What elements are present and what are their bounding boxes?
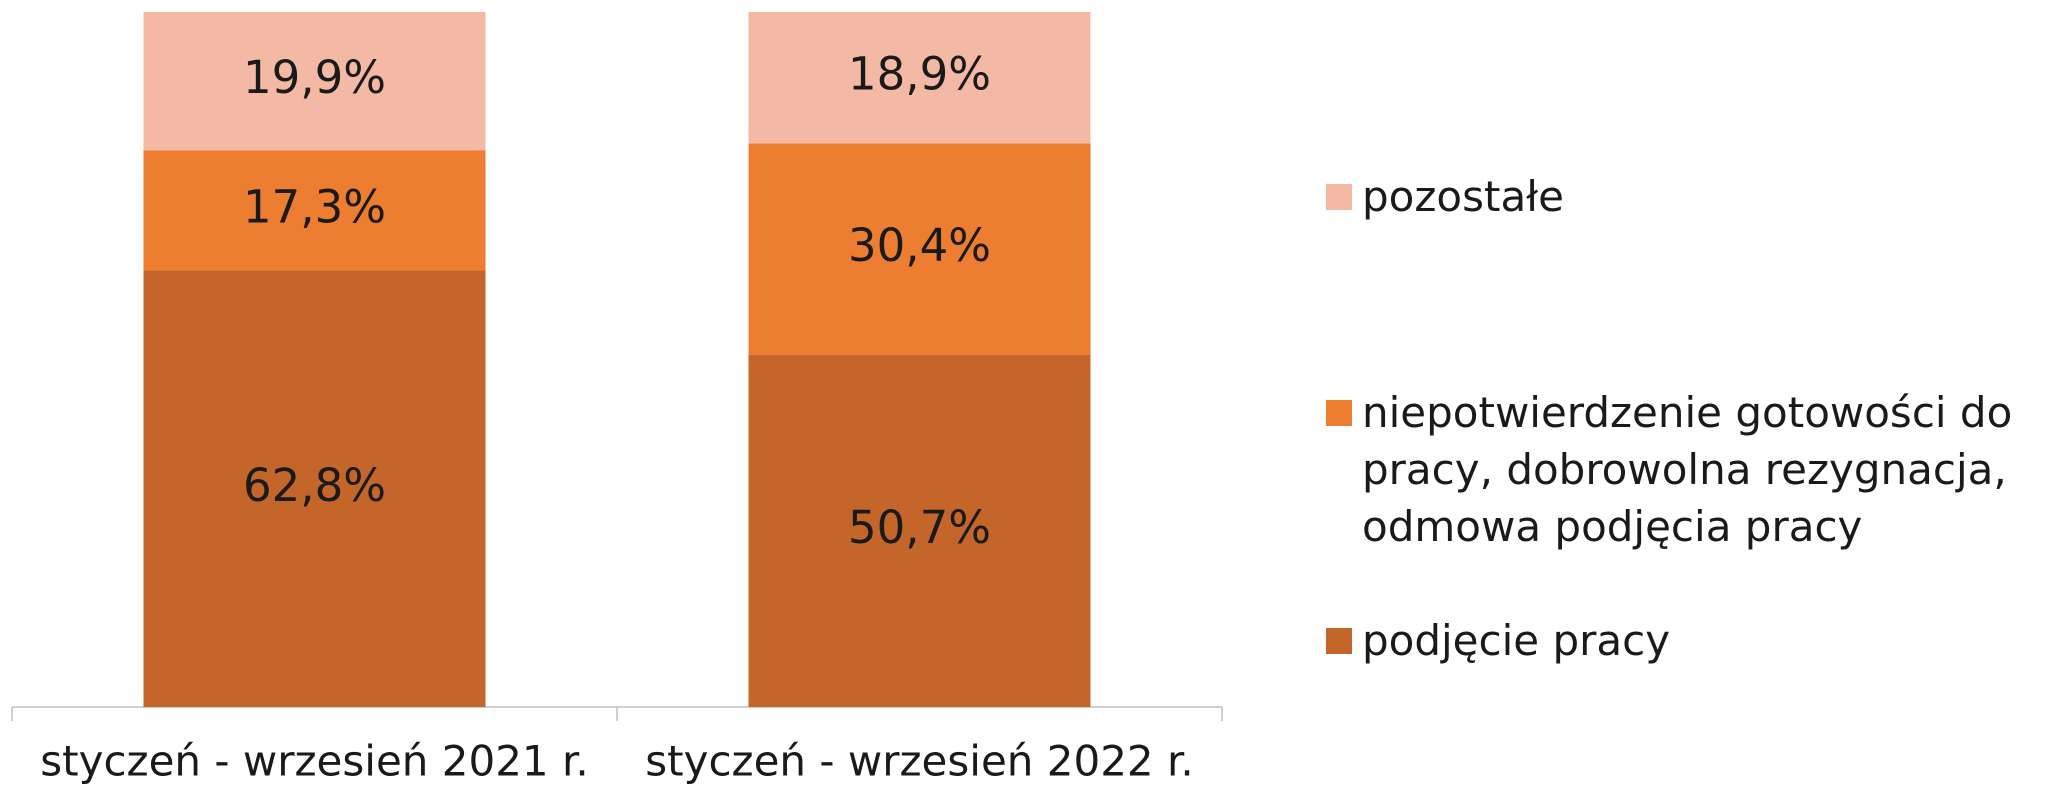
legend-label: pozostałe: [1362, 172, 1564, 221]
data-label: 30,4%: [848, 219, 991, 272]
legend-item: pozostałe: [1326, 168, 2026, 225]
x-tick-label: styczeń - wrzesień 2022 r.: [645, 737, 1194, 786]
legend-label: podjęcie pracy: [1362, 616, 1671, 665]
data-label: 50,7%: [848, 501, 991, 554]
legend-item: niepotwierdzenie gotowości do pracy, dob…: [1326, 384, 2026, 555]
legend-swatch: [1326, 184, 1352, 210]
bar-segment: [748, 143, 1091, 355]
legend-swatch: [1326, 628, 1352, 654]
data-label: 19,9%: [243, 51, 386, 104]
data-label: 62,8%: [243, 459, 386, 512]
chart: styczeń - wrzesień 2021 r. 62,8% 17,3% 19,9…: [11, 12, 1223, 786]
legend-label: niepotwierdzenie gotowości do pracy, dob…: [1362, 388, 2013, 551]
legend-item: podjęcie pracy: [1326, 612, 2026, 669]
bar-segment: [143, 270, 486, 707]
bar-segment: [748, 354, 1091, 707]
legend-swatch: [1326, 400, 1352, 426]
bar-segment: [143, 12, 486, 151]
data-label: 17,3%: [243, 180, 386, 233]
bar-segment: [748, 12, 1091, 144]
data-label: 18,9%: [848, 48, 991, 101]
x-tick-label: styczeń - wrzesień 2021 r.: [40, 737, 589, 786]
bar-segment: [143, 150, 486, 271]
